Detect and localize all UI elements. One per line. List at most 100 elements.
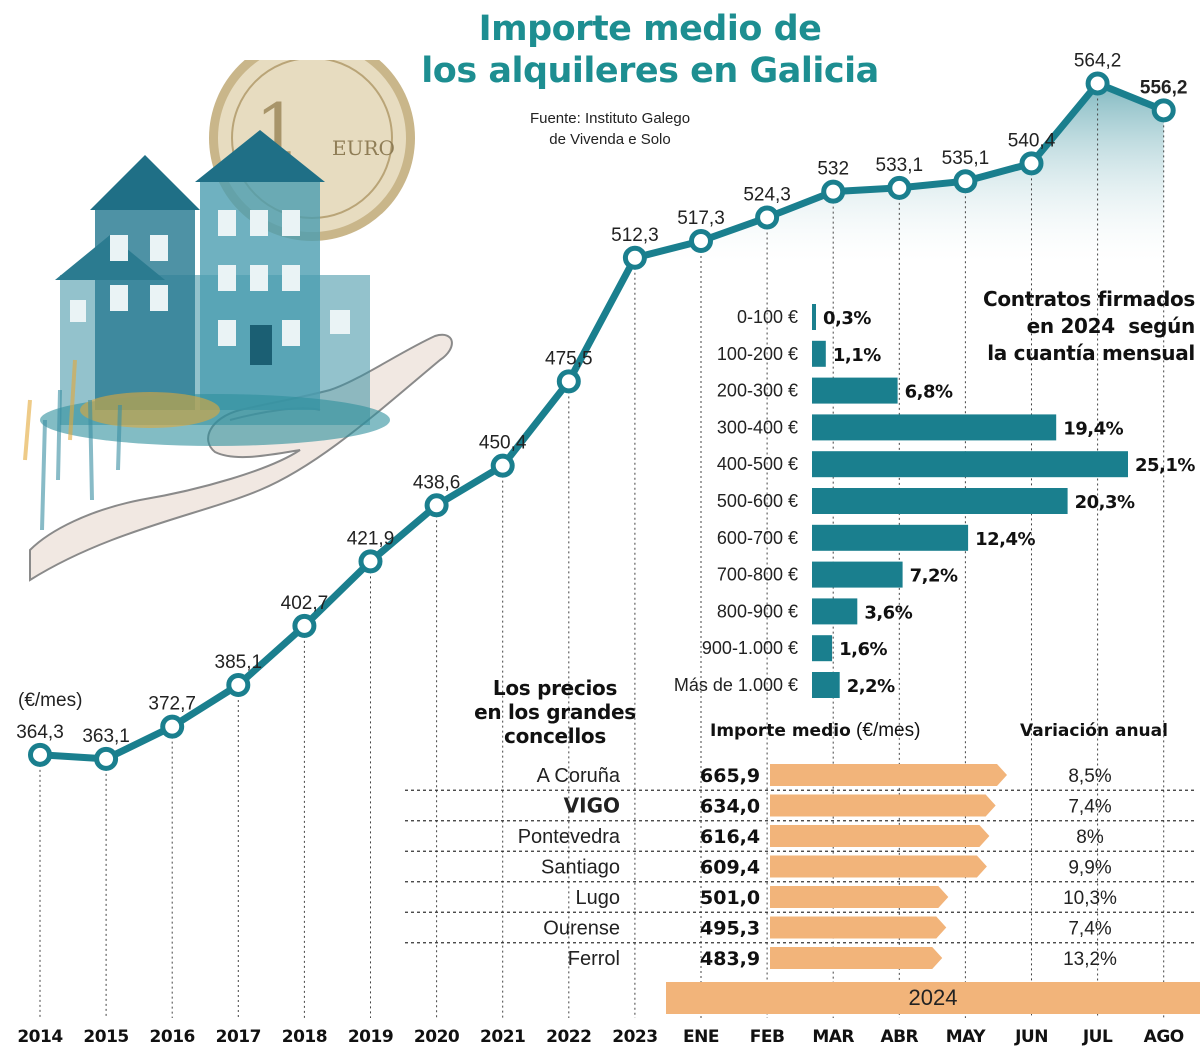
source-note: Fuente: Instituto Galego de Vivenda e So… — [500, 108, 720, 150]
value-label: 438,6 — [413, 472, 461, 493]
house-icon — [23, 130, 390, 531]
x-tick-label: 2015 — [83, 1027, 128, 1047]
bar — [812, 340, 826, 367]
bar-value-label: 12,4% — [975, 529, 1035, 550]
city-name: Santiago — [541, 857, 620, 879]
bar-category-label: 0-100 € — [737, 307, 798, 327]
value-label: 540,4 — [1008, 130, 1056, 151]
house-in-hand-with-euro-coin-icon: 1 EURO — [23, 60, 453, 582]
bar — [812, 635, 833, 662]
bar — [812, 488, 1068, 514]
data-point — [821, 179, 846, 204]
bar-value-label: 19,4% — [1063, 418, 1123, 439]
data-point — [953, 169, 978, 194]
bar — [812, 451, 1128, 478]
data-point — [1019, 151, 1044, 176]
bar-value-label: 2,2% — [847, 676, 895, 697]
value-label: 556,2 — [1140, 77, 1188, 98]
data-point — [226, 672, 251, 697]
bar-title-line-1: Contratos firmados — [982, 287, 1195, 311]
bar-category-label: 600-700 € — [717, 528, 798, 548]
column-header-importe-label: Importe medio — [710, 721, 851, 741]
bar — [812, 524, 969, 551]
column-header-variacion: Variación anual — [1020, 720, 1168, 742]
source-line-2: de Vivenda e Solo — [549, 131, 671, 148]
value-label: 524,3 — [743, 184, 791, 205]
city-value: 501,0 — [700, 887, 760, 909]
bar-chart-title: Contratos firmados en 2024 según la cuan… — [905, 286, 1195, 367]
city-variation: 7,4% — [1068, 797, 1111, 818]
line-area-fill — [634, 83, 1164, 262]
city-value-arrow — [770, 947, 943, 969]
bar-category-label: 400-500 € — [717, 454, 798, 474]
city-variation: 8% — [1076, 827, 1104, 848]
value-label: 475,5 — [545, 348, 593, 369]
cities-title-line-1: Los precios — [492, 676, 618, 700]
value-label: 532 — [817, 159, 849, 180]
bar — [812, 304, 816, 330]
city-value: 483,9 — [700, 948, 760, 970]
x-tick-label: 2022 — [546, 1027, 591, 1047]
bar — [812, 672, 840, 698]
cities-table-title: Los precios en los grandes concellos — [455, 676, 655, 748]
city-name: Ferrol — [568, 948, 620, 970]
data-point — [28, 742, 52, 767]
city-value: 616,4 — [700, 826, 760, 848]
x-tick-label: 2023 — [612, 1027, 657, 1047]
bar-category-label: 900-1.000 € — [702, 638, 798, 658]
city-variation: 13,2% — [1063, 949, 1117, 970]
bar — [812, 598, 858, 625]
bar-category-label: Más de 1.000 € — [674, 675, 798, 695]
x-tick-label: 2019 — [348, 1027, 393, 1047]
city-value: 495,3 — [700, 918, 760, 940]
bar-value-label: 25,1% — [1135, 455, 1195, 476]
value-label: 450,4 — [479, 433, 527, 454]
value-label: 402,7 — [281, 593, 329, 614]
x-tick-label: 2016 — [150, 1027, 195, 1047]
x-tick-label: JUN — [1014, 1027, 1048, 1047]
data-point — [556, 369, 581, 394]
city-name: Pontevedra — [518, 826, 621, 848]
city-name: Ourense — [543, 918, 620, 940]
bar-value-label: 3,6% — [864, 602, 912, 623]
data-point — [1085, 71, 1110, 96]
bar-title-line-2: en 2024 según — [1026, 314, 1196, 338]
x-tick-label: JUL — [1082, 1027, 1113, 1047]
city-value-arrow — [770, 794, 996, 817]
title-line-2: los alquileres en Galicia — [421, 51, 879, 91]
column-header-variacion-label: Variación anual — [1020, 721, 1168, 741]
bar — [812, 377, 898, 404]
data-point — [755, 205, 780, 230]
bar-value-label: 1,1% — [833, 345, 881, 366]
data-point — [622, 245, 647, 270]
city-value-arrow — [770, 916, 947, 939]
bar-value-label: 7,2% — [910, 566, 958, 587]
city-value-arrow — [770, 764, 1007, 786]
x-tick-label: AGO — [1144, 1027, 1184, 1047]
x-tick-label: FEB — [750, 1027, 785, 1047]
value-label: 535,1 — [942, 148, 990, 169]
data-point — [94, 746, 119, 771]
data-point — [887, 175, 912, 200]
y-axis-unit: (€/mes) — [18, 690, 83, 711]
bar-title-line-3: la cuantía mensual — [987, 341, 1195, 365]
bar-category-label: 500-600 € — [717, 491, 798, 511]
year-band-2024: 2024 — [666, 982, 1200, 1014]
x-tick-label: 2017 — [216, 1027, 261, 1047]
value-label: 512,3 — [611, 225, 659, 246]
bar-value-label: 0,3% — [823, 308, 871, 329]
x-tick-label: 2018 — [282, 1027, 327, 1047]
x-tick-label: ABR — [880, 1027, 918, 1047]
bar-category-label: 200-300 € — [717, 381, 798, 401]
x-tick-label: MAY — [946, 1027, 986, 1047]
value-label: 363,1 — [82, 726, 130, 747]
bar-category-label: 100-200 € — [717, 344, 798, 364]
bar-category-label: 300-400 € — [717, 417, 798, 437]
city-value-arrow — [770, 855, 987, 878]
city-value: 609,4 — [700, 857, 760, 879]
city-name: VIGO — [564, 794, 620, 818]
value-label: 385,1 — [215, 652, 263, 673]
city-value-arrow — [770, 825, 990, 847]
